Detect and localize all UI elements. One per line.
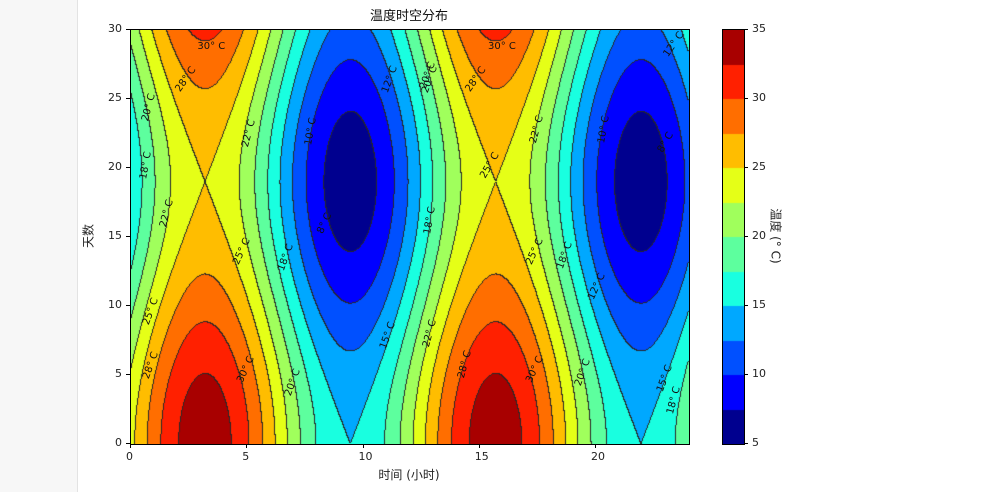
x-tick-label: 10 <box>358 450 373 463</box>
x-tick-label: 5 <box>242 450 250 463</box>
y-tick-label: 20 <box>108 160 122 173</box>
x-tick-mark <box>595 444 596 448</box>
y-tick-mark <box>126 305 130 306</box>
colorbar-tick-mark <box>744 305 748 306</box>
colorbar-tick-mark <box>744 167 748 168</box>
y-tick-label: 10 <box>108 298 122 311</box>
y-tick-mark <box>126 98 130 99</box>
chart-title: 温度时空分布 <box>369 9 448 24</box>
y-tick-label: 5 <box>115 367 122 380</box>
x-tick-mark <box>362 444 364 448</box>
contour-plot-area <box>130 29 690 445</box>
colorbar-tick-label: 5 <box>752 436 759 449</box>
y-axis-label: 天数 <box>81 223 96 249</box>
colorbar-tick-mark <box>744 29 748 30</box>
x-tick-label: 20 <box>591 450 605 463</box>
colorbar-tick-label: 20 <box>752 229 766 242</box>
colorbar-tick-mark <box>744 374 748 375</box>
y-tick-label: 15 <box>108 229 122 242</box>
x-axis-label: 时间 (小时) <box>378 468 440 482</box>
colorbar-tick-mark <box>744 443 748 444</box>
colorbar-tick-mark <box>744 236 748 237</box>
y-tick-mark <box>126 236 130 237</box>
colorbar-tick-label: 35 <box>752 22 766 35</box>
colorbar-tick-label: 30 <box>752 91 766 104</box>
colorbar-label: 温度 (° C) <box>768 208 783 264</box>
y-tick-mark <box>126 374 130 375</box>
y-tick-label: 25 <box>108 91 122 104</box>
colorbar-tick-label: 25 <box>752 160 766 173</box>
colorbar-tick-label: 15 <box>752 298 766 311</box>
left-panel <box>0 0 78 492</box>
contour-label: 30° C <box>197 41 226 53</box>
x-tick-label: 0 <box>126 450 133 463</box>
x-tick-label: 15 <box>474 450 489 463</box>
x-tick-mark <box>246 444 248 448</box>
x-tick-mark <box>130 444 131 448</box>
colorbar <box>722 29 745 445</box>
x-tick-mark <box>478 444 480 448</box>
y-tick-mark <box>126 167 130 168</box>
y-tick-mark <box>126 29 130 30</box>
colorbar-tick-label: 10 <box>752 367 766 380</box>
y-tick-label: 30 <box>108 22 122 35</box>
colorbar-tick-mark <box>744 98 748 99</box>
contour-label: 30° C <box>488 41 516 53</box>
y-tick-label: 0 <box>115 436 122 449</box>
y-tick-mark <box>126 443 130 444</box>
